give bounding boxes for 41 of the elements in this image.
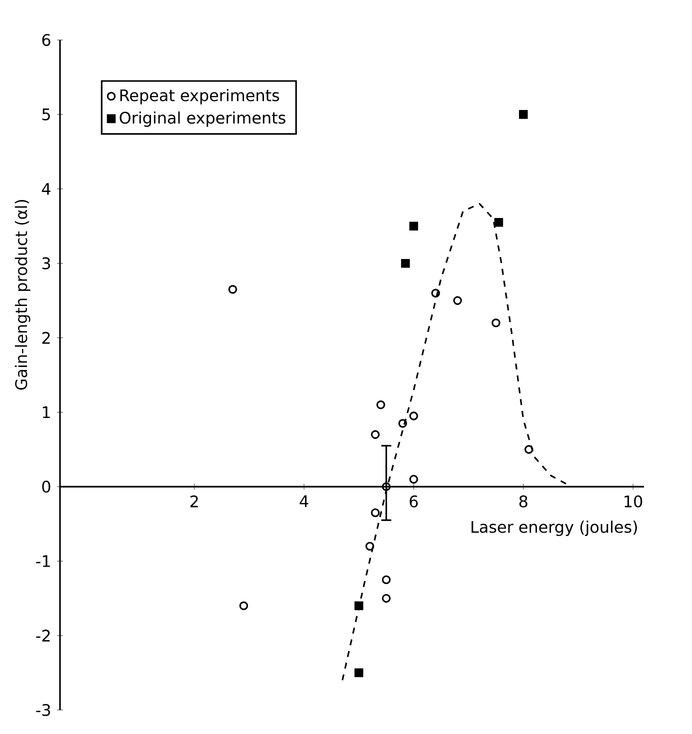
legend-label: Repeat experiments (120, 88, 280, 104)
point (382, 482, 391, 492)
y-tick-label: 1 (42, 406, 50, 418)
point (239, 601, 248, 610)
point (382, 594, 391, 603)
point (524, 445, 534, 454)
x-tick-label: 2 (190, 495, 198, 508)
x-tick-label: 4 (300, 495, 308, 507)
point (382, 575, 391, 584)
x-tick-label: 10 (624, 495, 642, 508)
x-tick-label: 6 (410, 495, 418, 508)
legend-label: Original experiments (120, 111, 286, 127)
y-tick-label: 4 (42, 183, 50, 195)
point (409, 412, 418, 420)
point (431, 288, 440, 298)
y-tick-label: 0 (42, 480, 50, 493)
point (365, 542, 374, 551)
point (354, 601, 364, 610)
point (409, 222, 418, 230)
point (453, 296, 462, 305)
point (370, 430, 380, 439)
point (376, 400, 386, 410)
point (492, 318, 500, 328)
y-tick-label: 2 (42, 332, 50, 344)
point (354, 668, 364, 678)
y-tick-label: 3 (42, 257, 50, 270)
y-tick-label: -2 (36, 630, 50, 642)
point (398, 419, 408, 428)
point (409, 474, 418, 484)
y-axis-title: Gain-length product (αl) (14, 200, 30, 390)
y-tick-label: -3 (36, 704, 50, 716)
point (401, 258, 410, 268)
y-tick-label: 6 (42, 34, 50, 46)
point (370, 508, 380, 518)
y-tick-label: 5 (42, 108, 50, 120)
y-tick-label: -1 (36, 555, 50, 567)
x-tick-label: 8 (519, 495, 528, 508)
point (494, 218, 504, 227)
point (518, 110, 528, 119)
point (228, 285, 238, 294)
x-axis-title: Laser energy (joules) (472, 520, 637, 536)
